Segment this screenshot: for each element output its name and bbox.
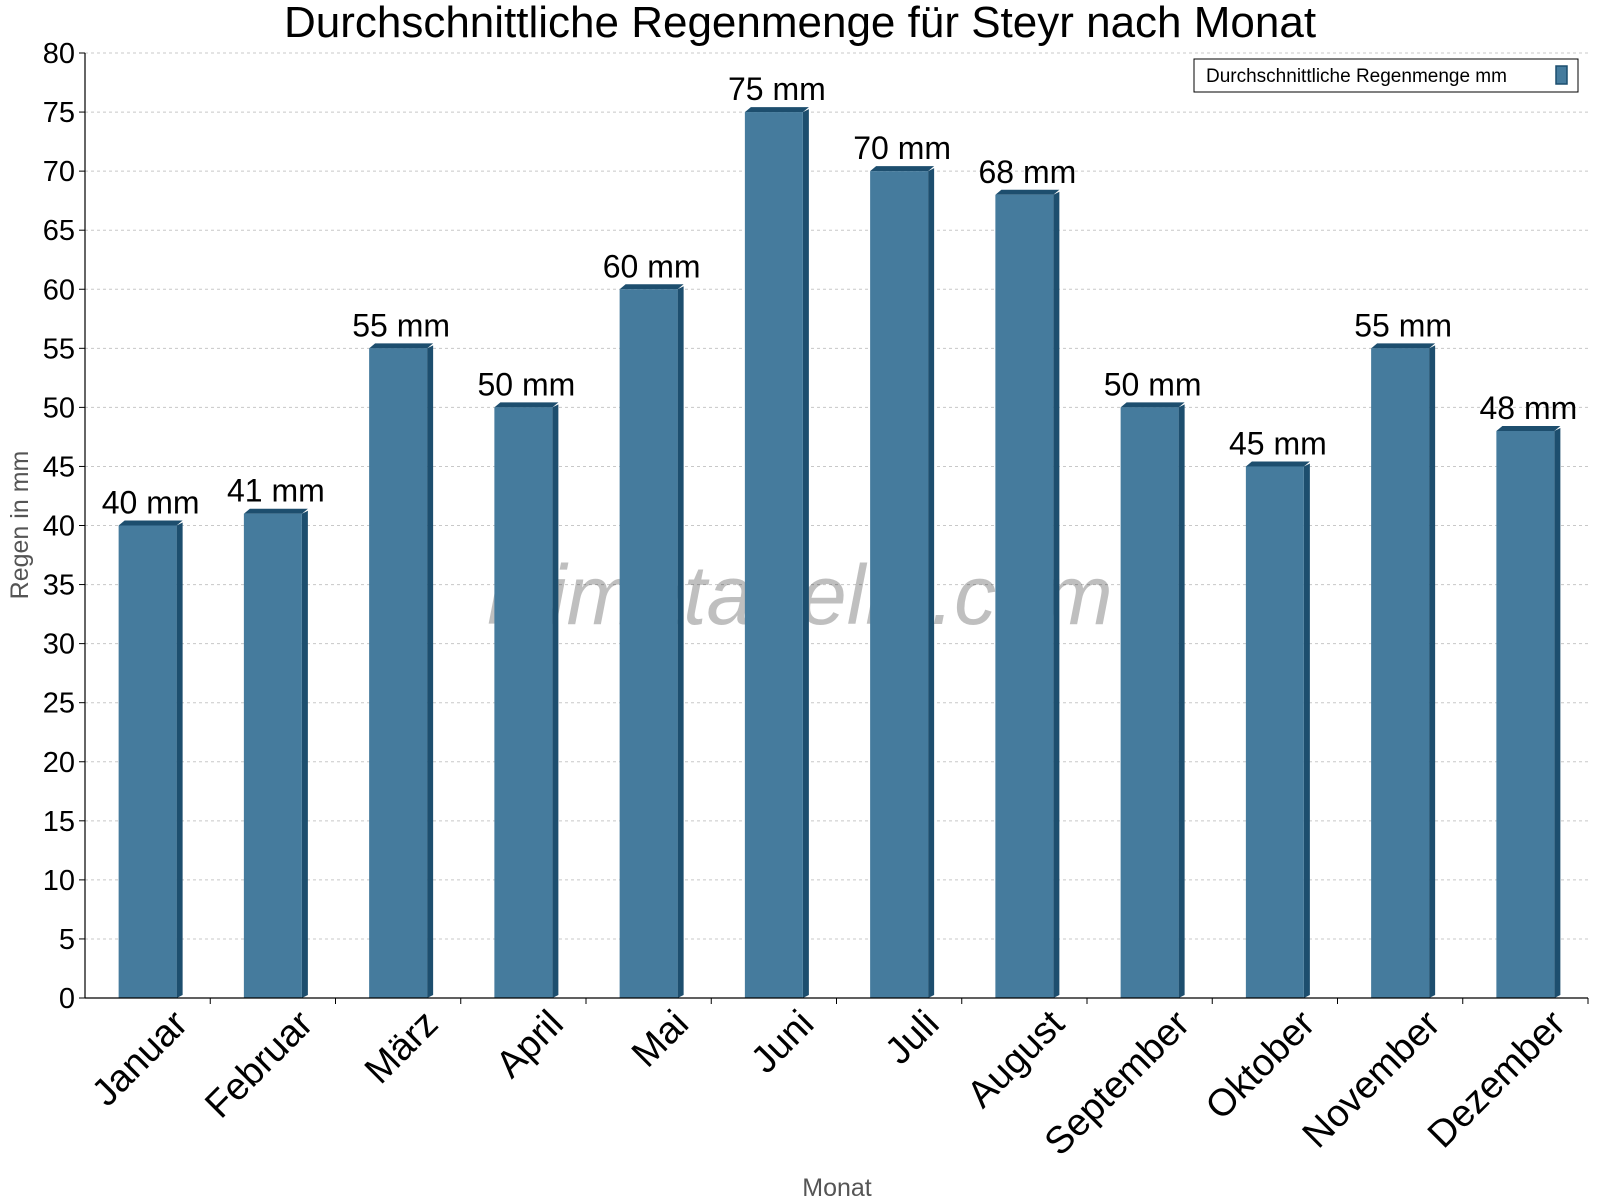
bar	[1496, 426, 1561, 998]
bar	[369, 343, 434, 998]
data-label: 68 mm	[978, 154, 1076, 190]
data-label: 50 mm	[477, 366, 575, 402]
data-labels: 40 mm 41 mm 55 mm 50 mm 60 mm 75 mm 70 mm 68 mm…	[102, 71, 1578, 520]
bar-top	[870, 166, 935, 172]
legend-swatch	[1555, 65, 1568, 85]
bar-side	[1053, 191, 1060, 998]
bar	[1371, 343, 1436, 998]
bar-front	[1120, 407, 1179, 998]
y-tick-label: 5	[59, 924, 75, 956]
bar-top	[1496, 426, 1561, 431]
bar-top	[744, 107, 809, 113]
bar-front	[494, 407, 553, 998]
bar	[744, 107, 809, 998]
bar-front	[118, 525, 177, 998]
bar-side	[928, 168, 935, 998]
data-label: 45 mm	[1229, 425, 1327, 461]
bar-top	[619, 284, 684, 290]
bar	[118, 520, 183, 998]
bar-top	[995, 189, 1060, 195]
bar-front	[1371, 348, 1430, 998]
bar-side	[677, 286, 684, 998]
y-tick-label: 10	[43, 865, 75, 897]
y-tick-label: 80	[43, 38, 75, 70]
bar	[243, 508, 308, 998]
y-tick-label: 45	[43, 451, 75, 483]
bar	[494, 402, 559, 998]
bar-side	[301, 510, 308, 998]
bar-side	[552, 404, 559, 998]
data-label: 75 mm	[728, 71, 826, 107]
y-tick-label: 70	[43, 156, 75, 188]
bar-side	[802, 109, 809, 998]
data-label: 41 mm	[227, 473, 325, 509]
bar-side	[427, 345, 434, 998]
bar	[1120, 402, 1185, 998]
data-label: 55 mm	[352, 307, 450, 343]
bar-front	[619, 289, 678, 998]
data-label: 70 mm	[853, 130, 951, 166]
bar-side	[1554, 428, 1561, 998]
bar-front	[369, 348, 428, 998]
bar-top	[494, 402, 559, 408]
y-tick-label: 55	[43, 333, 75, 365]
bar-top	[1120, 402, 1185, 408]
bar-top	[1245, 461, 1310, 467]
bar-side	[1303, 463, 1310, 998]
y-tick-label: 0	[59, 983, 75, 1015]
legend-label: Durchschnittliche Regenmenge mm	[1206, 66, 1507, 87]
y-tick-label: 20	[43, 747, 75, 779]
y-tick-label: 30	[43, 629, 75, 661]
y-axis-label: Regen in mm	[6, 451, 34, 600]
grid-lines	[85, 52, 1588, 940]
bar-front	[995, 194, 1054, 998]
bar-front	[744, 112, 803, 998]
y-tick-label: 50	[43, 392, 75, 424]
bar-side	[176, 522, 183, 998]
data-label: 48 mm	[1479, 390, 1577, 426]
bar-front	[1245, 466, 1304, 998]
y-tick-label: 35	[43, 570, 75, 602]
y-tick-label: 15	[43, 806, 75, 838]
bar-top	[369, 343, 434, 349]
y-tick-label: 25	[43, 688, 75, 720]
y-tick-label: 60	[43, 274, 75, 306]
bars	[118, 107, 1561, 998]
data-label: 55 mm	[1354, 307, 1452, 343]
bar	[1245, 461, 1310, 998]
bar-front	[243, 513, 302, 998]
bar	[619, 284, 684, 998]
y-tick-label: 40	[43, 511, 75, 543]
bar-front	[870, 171, 929, 998]
bar-front	[1496, 431, 1555, 998]
bar-top	[243, 508, 308, 514]
bar-side	[1429, 345, 1436, 998]
bar-top	[118, 520, 183, 526]
bar	[870, 166, 935, 998]
y-tick-label: 75	[43, 97, 75, 129]
bar	[995, 189, 1060, 998]
bar-side	[1178, 404, 1185, 998]
data-label: 40 mm	[102, 485, 200, 521]
data-label: 60 mm	[603, 248, 701, 284]
x-axis-label: Monat	[802, 1174, 872, 1200]
data-label: 50 mm	[1104, 366, 1202, 402]
chart-title: Durchschnittliche Regenmenge für Steyr n…	[284, 0, 1316, 47]
y-tick-label: 65	[43, 215, 75, 247]
bar-top	[1371, 343, 1436, 349]
legend: Durchschnittliche Regenmenge mm	[1193, 58, 1579, 93]
legend-box	[1193, 58, 1579, 93]
